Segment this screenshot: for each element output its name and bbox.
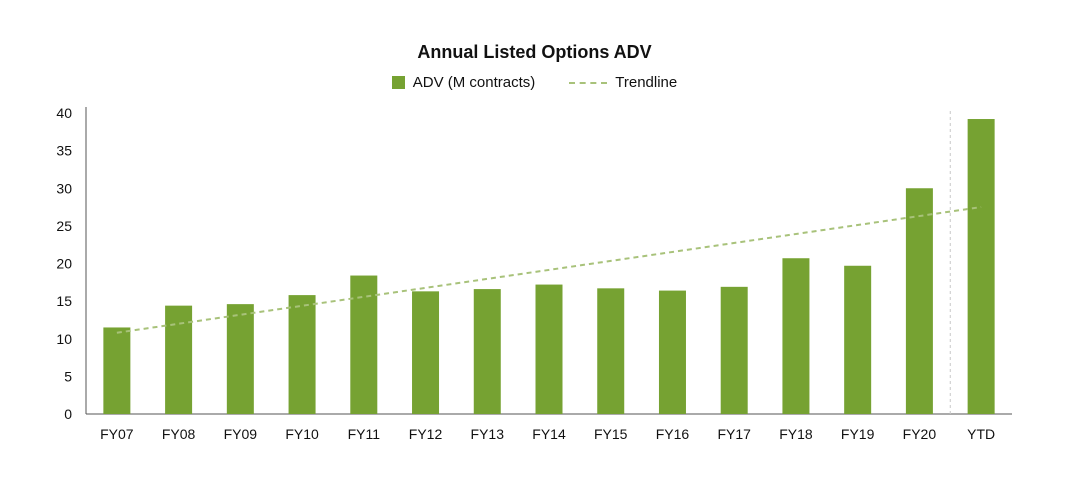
x-tick-label: FY20	[903, 426, 937, 442]
bar-fy12	[412, 291, 440, 414]
y-tick-label: 15	[56, 293, 72, 309]
bar-fy14	[535, 284, 563, 414]
bar-fy13	[473, 289, 501, 414]
x-axis: FY07 FY08 FY09 FY10 FY11 FY12 FY13 FY14 FY15 FY16…	[86, 413, 1012, 442]
x-tick-label: FY18	[779, 426, 813, 442]
legend-swatch-adv	[391, 76, 405, 89]
x-tick-label: FY13	[471, 426, 505, 442]
y-tick-label: 5	[64, 368, 72, 384]
bar-fy16	[658, 290, 686, 414]
trendline	[116, 206, 982, 334]
x-tick-label: FY11	[348, 426, 381, 442]
y-tick-label: 0	[64, 406, 72, 422]
chart-title: Annual Listed Options ADV	[417, 42, 652, 62]
x-tick-label: FY16	[656, 426, 690, 442]
legend-item-trendline: Trendline	[569, 74, 677, 91]
y-tick-label: 40	[56, 105, 72, 121]
x-tick-label: FY12	[409, 426, 443, 442]
x-tick-label: FY15	[594, 426, 628, 442]
chart-overlay	[116, 111, 982, 414]
bar-fy18	[782, 258, 810, 414]
bar-fy10	[288, 295, 316, 414]
x-tick-label: FY08	[162, 426, 196, 442]
bar-fy20	[905, 188, 933, 414]
x-tick-label: FY09	[224, 426, 258, 442]
y-tick-label: 10	[56, 331, 72, 347]
bar-fy17	[720, 286, 748, 414]
bar-fy15	[597, 288, 625, 414]
x-tick-label: FY07	[100, 426, 134, 442]
bar-fy08	[165, 305, 193, 414]
bar-ytd	[967, 119, 995, 415]
x-tick-label: FY14	[532, 426, 566, 442]
legend-swatch-trendline	[569, 81, 608, 84]
y-tick-label: 30	[56, 180, 72, 196]
x-tick-label: FY19	[841, 426, 875, 442]
x-tick-label: YTD	[967, 426, 995, 442]
x-tick-label: FY10	[285, 426, 319, 442]
y-tick-label: 25	[56, 218, 72, 234]
bar-fy07	[103, 327, 131, 414]
chart-legend: ADV (M contracts) Trendline	[0, 74, 1069, 91]
y-tick-label: 35	[56, 143, 72, 159]
bar-fy09	[226, 304, 254, 414]
bar-fy19	[844, 265, 872, 414]
y-axis: 0 5 10 15 20 25 30 35 40	[56, 105, 87, 422]
x-tick-label: FY17	[717, 426, 751, 442]
bar-fy11	[350, 275, 378, 414]
y-tick-label: 20	[56, 256, 72, 272]
legend-label-trendline: Trendline	[615, 74, 678, 91]
legend-item-adv: ADV (M contracts)	[391, 74, 536, 91]
legend-label-adv: ADV (M contracts)	[412, 74, 536, 91]
bar-series	[103, 119, 995, 415]
